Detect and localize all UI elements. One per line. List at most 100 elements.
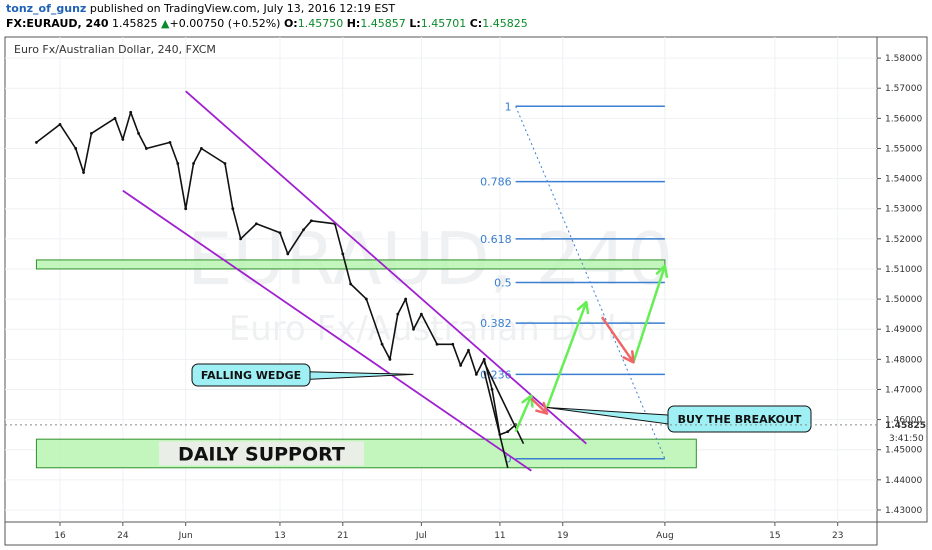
y-tick-label: 1.58000: [885, 54, 922, 64]
x-tick-label: 15: [769, 531, 780, 541]
price-point: [145, 147, 148, 150]
support-zones: DAILY SUPPORT: [35, 259, 697, 469]
support-zone: [35, 259, 666, 270]
y-tick-label: 1.49000: [885, 325, 922, 335]
price-point: [231, 207, 235, 211]
green-arrow: [632, 265, 667, 363]
price-point: [239, 237, 243, 241]
x-tick-label: 23: [832, 531, 843, 541]
fib-level-label: 0: [505, 453, 512, 466]
price-change: +0.00750 (+0.52%): [169, 17, 281, 30]
price-point: [113, 116, 117, 120]
price-point: [254, 222, 258, 226]
price-point: [459, 363, 463, 367]
last-price-marker: 1.45825 3:41:50: [5, 421, 926, 444]
x-tick-label: Aug: [656, 531, 674, 541]
price-point: [435, 342, 439, 346]
fib-level-label: 0.618: [480, 233, 512, 246]
channel-line: [122, 189, 532, 472]
author-link[interactable]: tonz_of_gunz: [6, 2, 87, 15]
y-tick-label: 1.45000: [885, 446, 922, 456]
low-label: L:: [409, 17, 421, 30]
red-arrow: [601, 316, 635, 364]
y-tick-label: 1.44000: [885, 476, 922, 486]
price-chart[interactable]: EURAUD, 240 Euro Fx/Australian Dollar Eu…: [0, 32, 932, 550]
symbol-label: FX:EURAUD, 240: [6, 17, 109, 30]
price-point: [286, 252, 290, 256]
support-zone: [35, 438, 697, 469]
high-value: 1.45857: [360, 17, 406, 30]
high-label: H:: [346, 17, 361, 30]
last-price-label: 1.45825: [885, 421, 926, 431]
watermark-symbol: EURAUD, 240: [187, 217, 673, 301]
x-tick-labels: 16 24 Jun 13 21 Jul 11 19 Aug 15 23: [54, 522, 843, 541]
price-point: [278, 231, 282, 235]
callout-label: BUY THE BREAKOUT: [678, 413, 802, 426]
green-arrow: [545, 301, 588, 408]
green-arrow: [514, 394, 533, 433]
time-axis[interactable]: [4, 521, 878, 546]
channel-line: [185, 90, 587, 445]
price-point: [90, 131, 93, 135]
green-arrow-head: [576, 300, 590, 315]
fib-level-label: 0.382: [480, 317, 512, 330]
x-tick-label: 24: [117, 531, 129, 541]
callouts[interactable]: FALLING WEDGE BUY THE BREAKOUT: [191, 363, 812, 433]
x-tick-label: 19: [557, 531, 569, 541]
price-point: [192, 162, 195, 165]
x-tick-label: 11: [494, 531, 505, 541]
price-point: [451, 342, 455, 346]
price-point: [309, 219, 313, 223]
price-point: [121, 138, 125, 141]
price-point: [341, 252, 345, 256]
price-point: [364, 297, 368, 301]
price-point: [380, 342, 384, 346]
support-zone-label-bg: [158, 441, 364, 466]
price-point: [176, 162, 180, 165]
close-label: C:: [469, 17, 483, 30]
price-point: [482, 357, 486, 361]
price-axis[interactable]: [876, 36, 928, 523]
x-tick-label: 16: [54, 531, 66, 541]
x-tick-label: Jul: [415, 531, 427, 541]
chart-header: tonz_of_gunz published on TradingView.co…: [0, 0, 932, 32]
price-point: [396, 312, 400, 316]
price-point: [137, 131, 140, 135]
price-point: [302, 228, 305, 232]
red-arrow-head: [535, 401, 549, 415]
price-point: [404, 297, 408, 301]
fib-level-label: 1: [505, 100, 512, 113]
y-tick-label: 1.47000: [885, 385, 922, 395]
publish-line: tonz_of_gunz published on TradingView.co…: [6, 2, 395, 15]
price-point: [349, 282, 353, 286]
fib-level-label: 0.5: [494, 277, 512, 290]
current-price: 1.45825: [112, 17, 158, 30]
change-up-arrow-icon: ▲: [161, 17, 170, 30]
fib-level-label: 0.786: [480, 176, 512, 189]
callout-label: FALLING WEDGE: [201, 369, 301, 382]
y-tick-label: 1.57000: [885, 84, 922, 94]
published-text: published on TradingView.com, July 13, 2…: [89, 2, 396, 15]
y-tick-label: 1.46000: [885, 416, 922, 426]
y-tick-label: 1.43000: [885, 506, 922, 516]
green-arrow-head: [521, 394, 534, 408]
y-tick-label: 1.53000: [885, 205, 922, 215]
price-point: [74, 147, 78, 150]
price-point: [168, 141, 172, 144]
wedge-line: [483, 371, 509, 468]
projection-arrows[interactable]: [514, 264, 669, 433]
y-tick-label: 1.50000: [885, 295, 922, 305]
red-arrow: [530, 397, 548, 415]
red-arrow-head: [622, 350, 635, 364]
price-point: [35, 141, 38, 144]
trend-lines[interactable]: [122, 90, 587, 472]
fib-trend-line: [515, 106, 666, 459]
y-tick-label: 1.55000: [885, 144, 922, 154]
x-tick-label: 21: [337, 531, 348, 541]
ohlc-line: FX:EURAUD, 240 1.45825 ▲+0.00750 (+0.52%…: [6, 17, 528, 30]
x-tick-label: 13: [274, 531, 285, 541]
callout-box: [191, 363, 311, 387]
price-point: [199, 147, 203, 150]
countdown-label: 3:41:50: [889, 434, 924, 444]
